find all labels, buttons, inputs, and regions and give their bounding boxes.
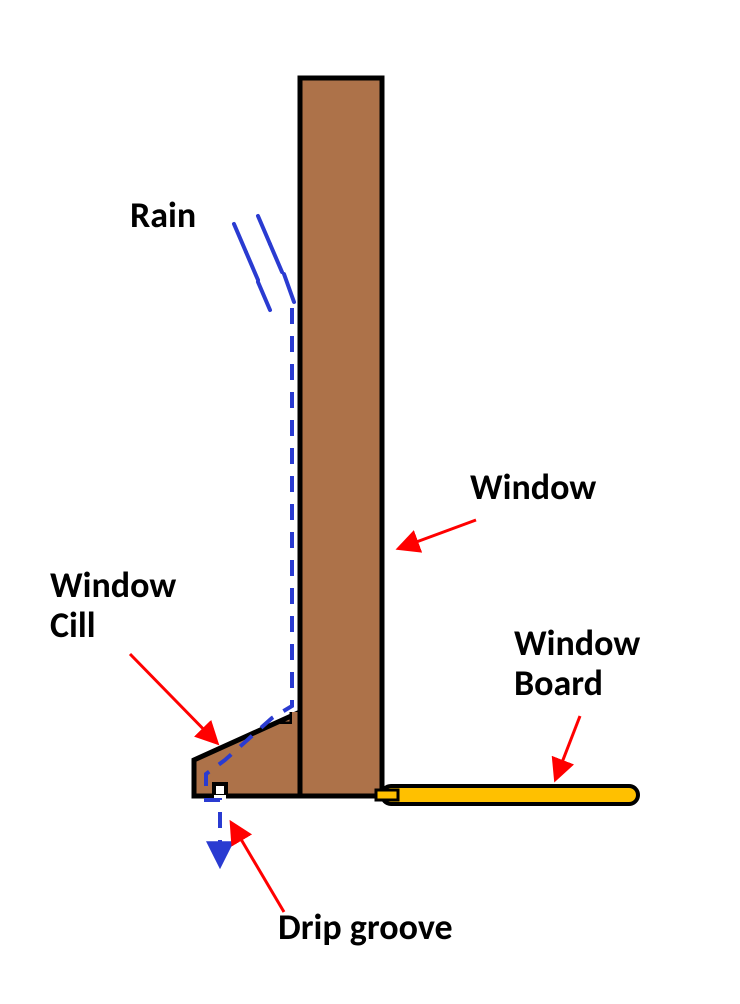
arrow-window_cill: [130, 654, 216, 742]
label-window: Window: [470, 468, 596, 508]
label-drip-groove: Drip groove: [278, 908, 453, 948]
wood-shapes: [194, 78, 398, 800]
arrow-window_board: [556, 716, 580, 778]
arrow-window: [400, 520, 476, 548]
arrow-drip_groove: [232, 824, 284, 912]
window-cill-diagram: [0, 0, 740, 1004]
label-window-cill: Window Cill: [50, 566, 176, 645]
label-rain: Rain: [130, 196, 196, 236]
label-window-board: Window Board: [514, 624, 640, 703]
window-board-shape: [382, 786, 638, 804]
